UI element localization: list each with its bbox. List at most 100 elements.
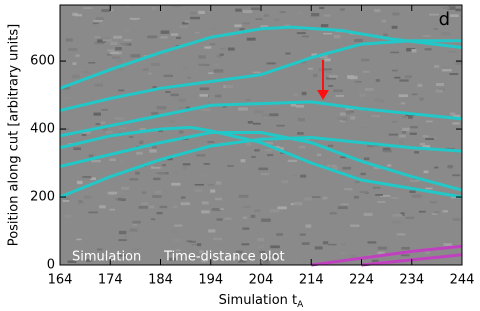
texture <box>78 202 84 205</box>
texture <box>259 250 266 254</box>
texture <box>312 196 321 198</box>
texture <box>326 71 332 73</box>
texture <box>215 181 222 185</box>
texture <box>149 205 155 209</box>
x-axis-label: Simulation tA <box>219 293 304 310</box>
texture <box>419 142 426 146</box>
texture <box>379 100 385 103</box>
texture <box>254 149 260 152</box>
texture <box>151 111 159 115</box>
texture <box>405 216 415 220</box>
texture <box>141 191 147 194</box>
texture <box>170 93 179 97</box>
line <box>59 25 463 90</box>
texture <box>328 75 338 78</box>
texture <box>78 200 83 203</box>
texture <box>281 180 289 184</box>
texture <box>414 151 420 154</box>
texture <box>151 6 157 10</box>
texture <box>314 246 323 250</box>
texture <box>391 25 398 29</box>
texture <box>380 195 391 197</box>
texture <box>297 132 304 135</box>
texture <box>129 228 138 232</box>
texture <box>113 35 122 39</box>
texture <box>235 8 242 12</box>
texture <box>208 72 214 75</box>
texture <box>267 254 272 257</box>
texture <box>110 41 118 45</box>
texture <box>287 159 298 163</box>
texture <box>398 140 405 144</box>
texture <box>175 249 181 252</box>
texture <box>119 160 125 163</box>
texture <box>115 198 120 201</box>
texture <box>285 52 291 55</box>
texture <box>201 108 211 111</box>
texture <box>76 238 82 241</box>
texture <box>354 38 363 43</box>
texture <box>132 18 138 21</box>
texture <box>326 164 337 167</box>
texture <box>447 165 453 169</box>
texture <box>250 214 256 218</box>
texture <box>311 53 317 57</box>
texture <box>138 205 148 209</box>
texture <box>233 255 238 260</box>
texture <box>327 144 334 147</box>
texture <box>210 28 216 30</box>
texture <box>95 123 101 126</box>
texture <box>171 171 178 175</box>
texture <box>431 213 438 215</box>
texture <box>105 130 113 134</box>
texture <box>159 205 168 209</box>
texture <box>296 32 306 35</box>
texture <box>377 201 386 203</box>
texture <box>261 261 271 265</box>
texture <box>263 14 269 17</box>
texture <box>226 84 234 89</box>
x-label-subscript: A <box>297 300 304 310</box>
texture <box>342 166 352 170</box>
texture <box>152 195 162 198</box>
texture <box>429 201 438 204</box>
arrow-head <box>317 90 329 100</box>
texture <box>264 149 273 152</box>
texture <box>82 175 92 179</box>
texture <box>392 220 402 224</box>
texture <box>141 202 149 205</box>
texture <box>433 27 438 30</box>
texture <box>174 164 182 167</box>
texture <box>240 159 246 163</box>
texture <box>117 197 123 201</box>
texture <box>359 93 366 97</box>
texture <box>88 62 96 64</box>
texture <box>149 149 157 153</box>
texture <box>398 94 408 98</box>
texture <box>117 254 127 257</box>
texture <box>194 183 205 186</box>
texture <box>354 180 360 184</box>
x-tick-label: 224 <box>349 273 374 288</box>
texture <box>179 130 184 134</box>
texture <box>217 54 222 58</box>
texture <box>114 117 125 120</box>
texture <box>430 136 440 139</box>
y-tick-label: 400 <box>30 122 55 137</box>
x-tick-label: 204 <box>249 273 274 288</box>
texture <box>86 258 92 262</box>
texture <box>273 18 279 21</box>
line <box>59 135 463 199</box>
texture <box>395 198 406 200</box>
texture <box>164 53 169 55</box>
texture <box>70 108 75 112</box>
texture <box>400 212 405 216</box>
texture <box>94 41 105 45</box>
texture <box>451 196 460 199</box>
texture <box>180 202 190 206</box>
texture <box>313 73 318 78</box>
texture <box>452 218 461 221</box>
texture <box>434 211 440 214</box>
texture <box>300 174 307 178</box>
